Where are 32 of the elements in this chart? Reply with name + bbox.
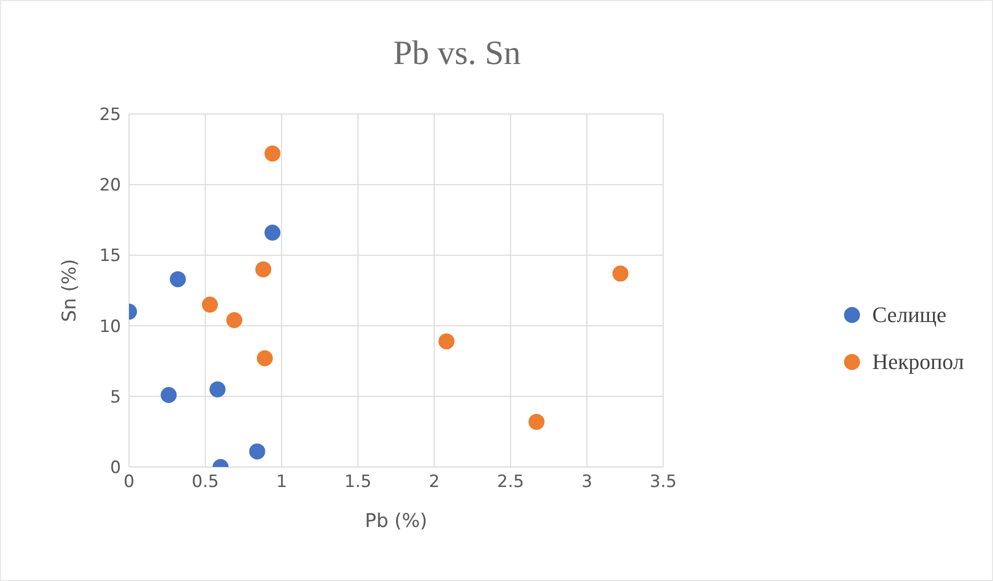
point	[256, 350, 273, 366]
legend-label: Некропол	[872, 348, 964, 374]
point	[226, 312, 242, 328]
x-tick-label: 3.5	[650, 472, 677, 492]
point	[160, 386, 177, 403]
x-tick-label: 1	[276, 472, 288, 492]
y-tick-label: 25	[99, 105, 121, 126]
x-tick-label: 2	[428, 472, 440, 492]
point	[249, 443, 266, 460]
x-tick-label: 0	[124, 472, 134, 492]
point	[202, 296, 218, 313]
point	[170, 271, 186, 288]
y-axis-title: Sn (%)	[58, 258, 81, 322]
point	[528, 414, 545, 430]
point	[264, 224, 280, 241]
y-tick-label: 0	[110, 458, 121, 478]
x-tick-label: 1.5	[344, 472, 372, 492]
point	[264, 146, 280, 162]
point	[255, 261, 272, 278]
y-tick-label: 15	[99, 246, 121, 266]
y-tick-label: 5	[110, 387, 121, 408]
y-tick-label: 10	[99, 316, 121, 337]
x-tick-label: 3	[581, 472, 592, 492]
x-tick-label: 2.5	[497, 472, 524, 492]
point	[438, 333, 454, 350]
legend-label: Селище	[872, 302, 946, 328]
chart-title: Pb vs. Sn	[392, 35, 522, 73]
point	[210, 381, 226, 398]
x-axis-title: Pb (%)	[364, 510, 428, 532]
x-tick-label: 0.5	[192, 472, 219, 492]
point	[612, 266, 628, 282]
y-tick-label: 20	[99, 176, 121, 196]
